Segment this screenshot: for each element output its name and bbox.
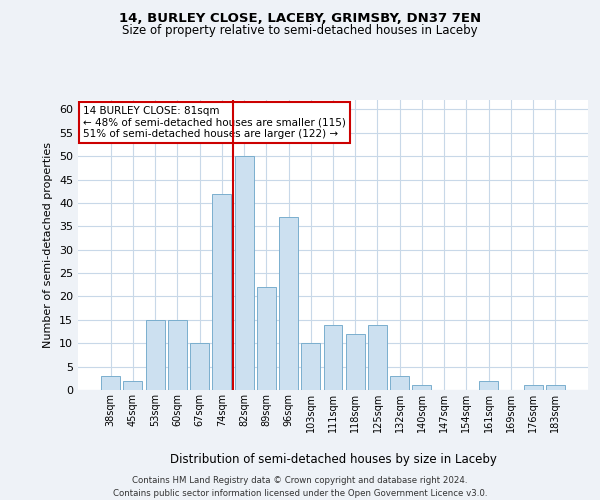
Bar: [390, 376, 409, 390]
Bar: [101, 376, 120, 390]
Bar: [279, 217, 298, 390]
Bar: [412, 386, 431, 390]
Bar: [212, 194, 231, 390]
Bar: [168, 320, 187, 390]
Bar: [301, 343, 320, 390]
Text: Distribution of semi-detached houses by size in Laceby: Distribution of semi-detached houses by …: [170, 452, 496, 466]
Bar: [323, 324, 343, 390]
Bar: [190, 343, 209, 390]
Bar: [235, 156, 254, 390]
Bar: [546, 386, 565, 390]
Bar: [257, 287, 276, 390]
Bar: [524, 386, 542, 390]
Text: 14 BURLEY CLOSE: 81sqm
← 48% of semi-detached houses are smaller (115)
51% of se: 14 BURLEY CLOSE: 81sqm ← 48% of semi-det…: [83, 106, 346, 139]
Bar: [346, 334, 365, 390]
Bar: [479, 380, 498, 390]
Text: Size of property relative to semi-detached houses in Laceby: Size of property relative to semi-detach…: [122, 24, 478, 37]
Y-axis label: Number of semi-detached properties: Number of semi-detached properties: [43, 142, 53, 348]
Text: Contains HM Land Registry data © Crown copyright and database right 2024.
Contai: Contains HM Land Registry data © Crown c…: [113, 476, 487, 498]
Bar: [124, 380, 142, 390]
Bar: [146, 320, 164, 390]
Bar: [368, 324, 387, 390]
Text: 14, BURLEY CLOSE, LACEBY, GRIMSBY, DN37 7EN: 14, BURLEY CLOSE, LACEBY, GRIMSBY, DN37 …: [119, 12, 481, 26]
